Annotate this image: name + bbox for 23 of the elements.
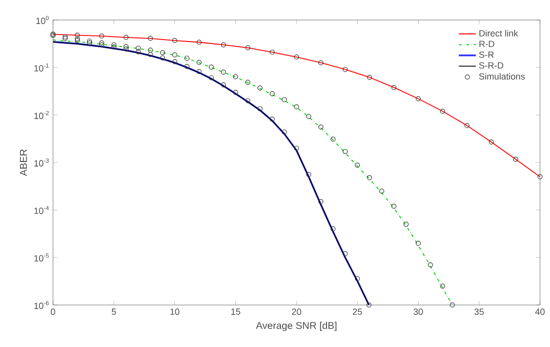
y-tick-label: 10$^{0}$ bbox=[36, 16, 49, 24]
legend-label: S-R-D bbox=[479, 62, 504, 69]
x-tick-label: 15 bbox=[231, 308, 240, 315]
legend-label: Simulations bbox=[479, 73, 525, 80]
x-tick-label: 40 bbox=[535, 308, 545, 315]
y-tick-label: 10$^{-1}$ bbox=[34, 64, 49, 72]
x-tick-label: 30 bbox=[414, 308, 423, 315]
y-tick-label: 10$^{-5}$ bbox=[34, 254, 49, 262]
legend-label: R-D bbox=[479, 40, 494, 48]
y-tick-label: 10$^{-6}$ bbox=[34, 300, 49, 310]
legend-label: Direct link bbox=[479, 30, 518, 36]
y-tick-label: 10$^{-2}$ bbox=[34, 110, 49, 120]
x-tick-label: 0 bbox=[50, 308, 56, 315]
x-tick-label: 20 bbox=[292, 308, 302, 315]
x-axis-title: Average SNR [dB] bbox=[256, 322, 336, 331]
x-tick-label: 10 bbox=[170, 308, 180, 315]
x-tick-label: 5 bbox=[112, 308, 116, 315]
x-tick-label: 25 bbox=[352, 308, 362, 315]
legend-label: S-R bbox=[479, 52, 494, 58]
y-tick-label: 10$^{-4}$ bbox=[34, 206, 49, 214]
x-tick-label: 35 bbox=[474, 308, 484, 315]
y-axis-title: ABER bbox=[20, 149, 27, 176]
y-tick-label: 10$^{-3}$ bbox=[34, 158, 49, 167]
